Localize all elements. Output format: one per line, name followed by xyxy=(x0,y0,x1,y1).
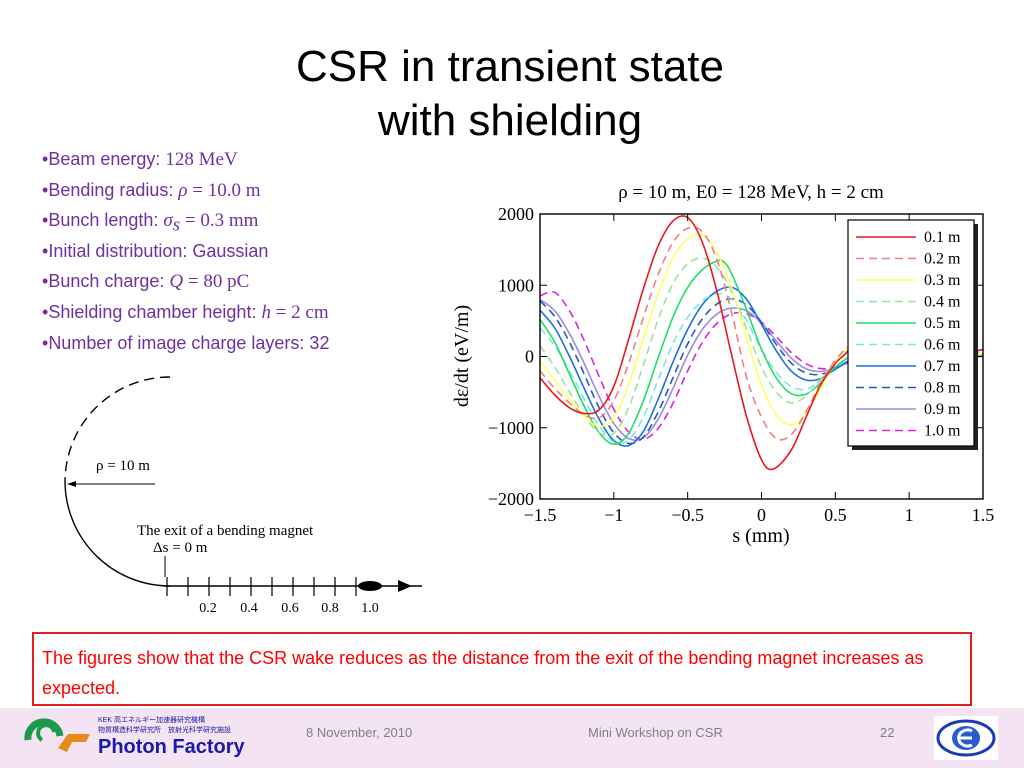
param-bending-radius: •Bending radius: ρ = 10.0 m xyxy=(42,179,261,201)
radius-label: ρ = 10 m xyxy=(96,458,150,474)
kek-logo-e xyxy=(957,728,973,748)
x-tick-label: −1 xyxy=(604,505,623,525)
page-number: 22 xyxy=(880,725,895,740)
logo-pf xyxy=(58,734,90,752)
conclusion-note: The figures show that the CSR wake reduc… xyxy=(32,632,972,706)
x-tick-label: 1 xyxy=(905,505,914,525)
param-beam-energy: •Beam energy: 128 MeV xyxy=(42,149,238,170)
param-bunch-charge: •Bunch charge: Q = 80 pC xyxy=(42,271,250,293)
tick-label-0.6: 0.6 xyxy=(281,601,299,616)
series-line-1-0m xyxy=(540,291,983,440)
param-chamber-height: •Shielding chamber height: h = 2 cm xyxy=(42,301,329,323)
exit-label: The exit of a bending magnet xyxy=(137,523,314,539)
legend-label: 0.3 m xyxy=(924,272,961,289)
x-tick-label: 1.5 xyxy=(972,505,995,525)
x-tick-label: 0.5 xyxy=(824,505,847,525)
radius-arrowhead xyxy=(67,481,76,487)
y-tick-label: 0 xyxy=(525,347,534,367)
y-axis-label: dε/dt (eV/m) xyxy=(451,305,473,407)
bend-arc-solid xyxy=(64,481,171,587)
legend-label: 0.5 m xyxy=(924,315,961,332)
title-line-1: CSR in transient state xyxy=(296,42,724,91)
title-line-2: with shielding xyxy=(377,96,643,145)
legend-label: 0.6 m xyxy=(924,337,961,354)
tick-label-0.8: 0.8 xyxy=(321,601,339,616)
ds-label: Δs = 0 m xyxy=(153,540,208,556)
org-name: KEK 高エネルギー加速器研究機構 物質構造科学研究所 放射光科学研究施設 xyxy=(98,717,231,734)
x-tick-label: −1.5 xyxy=(524,505,557,525)
param-bunch-length: •Bunch length: σs = 0.3 mm xyxy=(42,210,259,236)
chart-legend: 0.1 m 0.2 m 0.3 m 0.4 m 0.5 m 0.6 m 0.7 m 0.8 m… xyxy=(847,219,978,450)
tick-label-0.4: 0.4 xyxy=(240,601,258,616)
kek-logo-ring xyxy=(936,719,996,757)
logo-swirl xyxy=(24,718,64,741)
legend-label: 0.9 m xyxy=(924,401,961,418)
bend-arc-dashed xyxy=(64,376,171,483)
beamline-ticks xyxy=(166,577,357,596)
y-tick-label: −2000 xyxy=(488,489,534,509)
y-tick-label: 2000 xyxy=(498,204,534,224)
tick-label-1.0: 1.0 xyxy=(361,601,379,616)
y-tick-label: 1000 xyxy=(498,275,534,295)
legend-label: 0.1 m xyxy=(924,229,961,246)
legend-label: 0.2 m xyxy=(924,251,961,268)
footer-date: 8 November, 2010 xyxy=(306,725,413,740)
series-line-0-9m xyxy=(540,298,983,441)
kek-logo-icon xyxy=(934,716,998,760)
beam-direction-arrowhead xyxy=(398,580,412,592)
axes-layer: −1.5 −1 −0.5 0 0.5 1 1.5 −2000 −1000 0 1000 2000 xyxy=(488,204,994,525)
x-tick-label: 0 xyxy=(757,505,766,525)
y-tick-label: −1000 xyxy=(488,418,534,438)
footer-event: Mini Workshop on CSR xyxy=(588,725,723,740)
chart-title: ρ = 10 m, E0 = 128 MeV, h = 2 cm xyxy=(618,182,884,203)
footer-bar xyxy=(0,708,1024,768)
bending-magnet-diagram: ρ = 10 m The exit of a bending magnet Δs… xyxy=(64,376,422,616)
csr-wake-chart: ρ = 10 m, E0 = 128 MeV, h = 2 cm −1.5 −1−… xyxy=(451,182,994,547)
x-axis-label: s (mm) xyxy=(732,525,789,547)
legend-label: 0.4 m xyxy=(924,294,961,311)
parameter-list: •Beam energy: 128 MeV •Bending radius: ρ… xyxy=(42,144,442,358)
param-image-charge-layers: •Number of image charge layers: 32 xyxy=(42,332,330,353)
legend-label: 0.8 m xyxy=(924,380,961,397)
photon-factory-logo-icon xyxy=(24,718,90,752)
param-initial-distribution: •Initial distribution: Gaussian xyxy=(42,240,269,261)
bunch-marker xyxy=(358,581,382,591)
slide-title: CSR in transient state with shielding xyxy=(180,40,840,148)
legend-label: 0.7 m xyxy=(924,358,961,375)
legend-label: 1.0 m xyxy=(924,423,961,440)
logo-swirl-inner xyxy=(36,723,56,742)
tick-label-0.2: 0.2 xyxy=(199,601,217,616)
x-tick-label: −0.5 xyxy=(671,505,704,525)
brand-name: Photon Factory xyxy=(98,736,245,758)
